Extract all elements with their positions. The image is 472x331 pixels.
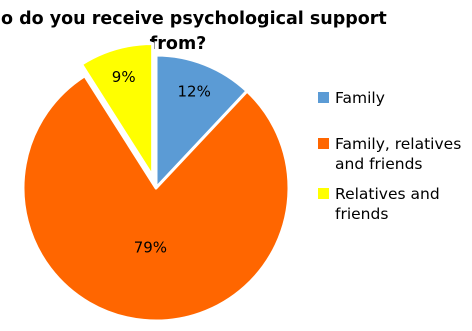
legend-label-family-relatives-and-friends-line-2: and friends bbox=[335, 155, 423, 173]
pie-slice-relatives-and-friends bbox=[79, 41, 155, 178]
slice-value-label-family: 12% bbox=[178, 83, 211, 101]
legend-label-family: Family bbox=[335, 89, 385, 107]
chart-title-line-1: Who do you receive psychological support bbox=[0, 9, 387, 29]
chart-title-line-2: from? bbox=[150, 34, 207, 54]
slice-labels: 12% 79% 9% bbox=[112, 68, 211, 257]
slice-value-label-relatives-and-friends: 9% bbox=[112, 68, 136, 86]
legend-swatch-family bbox=[318, 92, 329, 103]
pie-slices bbox=[21, 41, 291, 323]
legend-swatch-family-relatives-and-friends bbox=[318, 138, 329, 149]
legend-label-family-relatives-and-friends: Family, relatives bbox=[335, 135, 461, 153]
legend-label-relatives-and-friends-line-2: friends bbox=[335, 205, 388, 223]
legend: Family Family, relatives and friends Relati… bbox=[318, 89, 461, 223]
slice-value-label-family-relatives-and-friends: 79% bbox=[134, 239, 167, 257]
legend-label-relatives-and-friends: Relatives and bbox=[335, 185, 440, 203]
legend-swatch-relatives-and-friends bbox=[318, 188, 329, 199]
pie-slice-family-relatives-and-friends bbox=[21, 74, 291, 323]
pie-slice-family bbox=[154, 53, 249, 190]
